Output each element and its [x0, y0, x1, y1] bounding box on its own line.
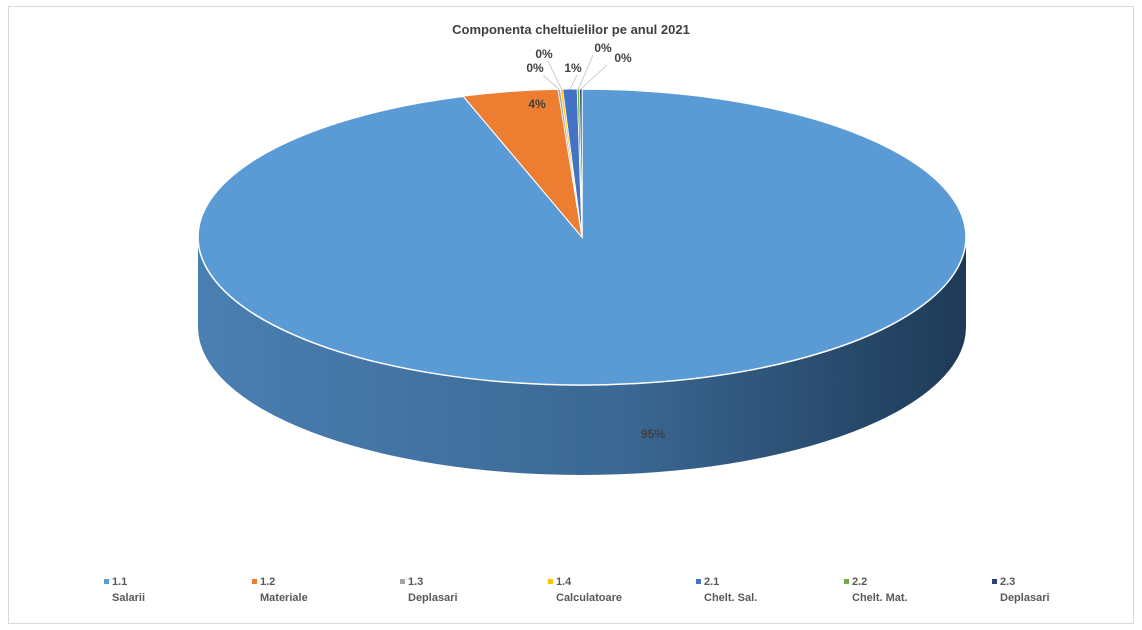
- data-label-1-1: 95%: [641, 427, 665, 441]
- legend-swatch: [844, 579, 849, 584]
- legend-code: 1.3: [408, 576, 423, 588]
- legend-swatch: [252, 579, 257, 584]
- leader-line-2-3: [580, 64, 608, 90]
- legend-swatch: [548, 579, 553, 584]
- legend-item-2-2: 2.2 Chelt. Mat.: [844, 576, 908, 604]
- data-label-2-3: 0%: [614, 51, 632, 65]
- data-label-1-2: 4%: [528, 97, 546, 111]
- leader-line-1-3: [542, 74, 560, 90]
- leader-line-1-4: [547, 60, 562, 90]
- legend-label: Chelt. Mat.: [852, 592, 908, 604]
- legend-swatch: [104, 579, 109, 584]
- legend-item-1-1: 1.1 Salarii: [104, 576, 145, 604]
- legend-label: Deplasari: [408, 592, 458, 604]
- legend-label: Chelt. Sal.: [704, 592, 757, 604]
- legend-swatch: [696, 579, 701, 584]
- data-label-2-2: 0%: [594, 41, 612, 55]
- pie-slice-2-3: [579, 88, 583, 238]
- legend-label: Deplasari: [1000, 592, 1050, 604]
- legend-item-1-4: 1.4 Calculatoare: [548, 576, 622, 604]
- data-label-1-3: 0%: [526, 61, 544, 75]
- pie-side-salarii: [198, 237, 966, 475]
- legend-code: 1.1: [112, 576, 127, 588]
- legend-code: 2.1: [704, 576, 719, 588]
- legend-code: 2.2: [852, 576, 867, 588]
- legend-swatch: [400, 579, 405, 584]
- legend-item-1-2: 1.2 Materiale: [252, 576, 308, 604]
- legend-item-2-1: 2.1 Chelt. Sal.: [696, 576, 757, 604]
- legend-code: 1.2: [260, 576, 275, 588]
- data-label-1-4: 0%: [535, 47, 553, 61]
- legend: 1.1 Salarii 1.2 Materiale 1.3 Deplasari 1.4 Cal…: [104, 576, 1050, 604]
- legend-label: Materiale: [260, 592, 308, 604]
- legend-item-2-3: 2.3 Deplasari: [992, 576, 1050, 604]
- legend-code: 1.4: [556, 576, 572, 588]
- legend-label: Salarii: [112, 592, 145, 604]
- legend-item-1-3: 1.3 Deplasari: [400, 576, 458, 604]
- legend-code: 2.3: [1000, 576, 1015, 588]
- leader-line-2-2: [578, 54, 594, 90]
- legend-swatch: [992, 579, 997, 584]
- chart-title: Componenta cheltuielilor pe anul 2021: [452, 22, 690, 37]
- data-label-2-1: 1%: [564, 61, 582, 75]
- legend-label: Calculatoare: [556, 592, 622, 604]
- leader-line-2-1: [569, 74, 578, 90]
